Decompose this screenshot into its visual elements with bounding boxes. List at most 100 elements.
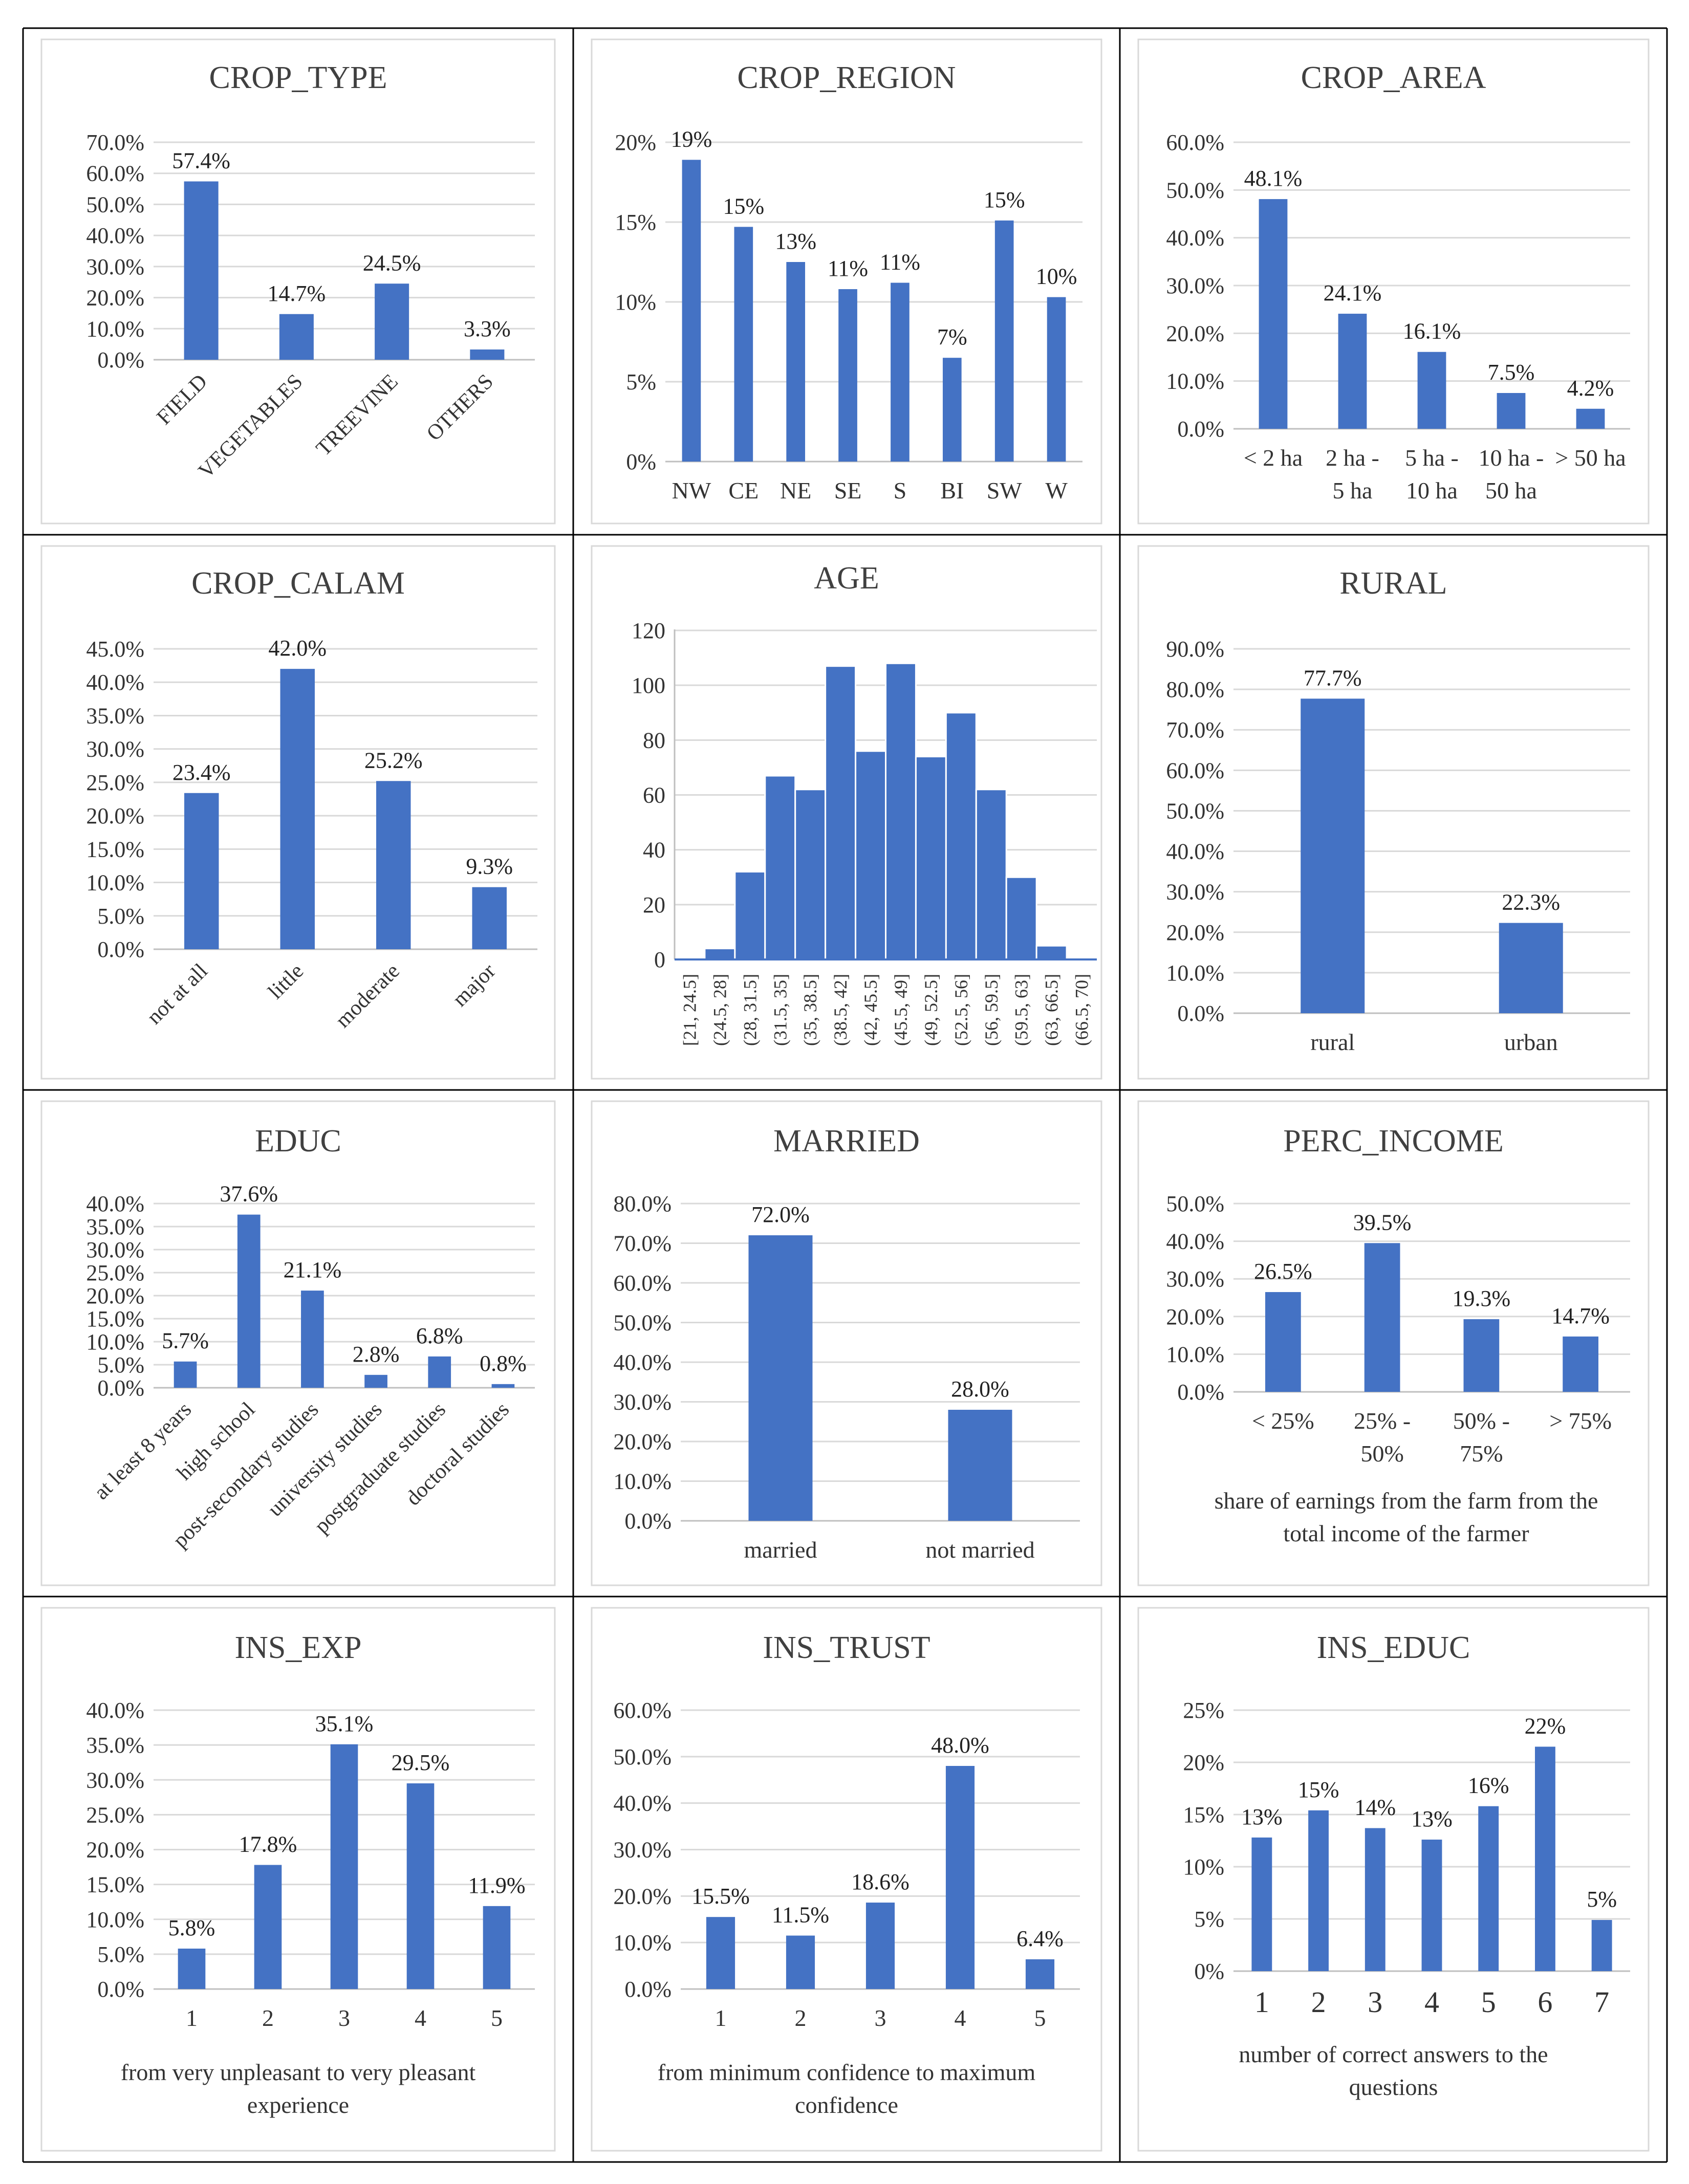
y-tick-label: 20% — [1183, 1750, 1224, 1775]
y-tick-label: 20.0% — [613, 1429, 672, 1454]
bar — [364, 1374, 387, 1388]
x-tick-label: OTHERS — [422, 370, 498, 446]
y-tick-label: 10.0% — [613, 1469, 672, 1494]
data-label: 19% — [671, 126, 712, 151]
x-tick-label: (24.5, 28] — [709, 974, 730, 1046]
x-axis-title-line: total income of the farmer — [1283, 1520, 1529, 1546]
y-tick-label: 30.0% — [1166, 273, 1224, 298]
chart-panel-married: MARRIED 0.0% 10.0% 20.0% 30.0% 40.0% 50.0% 60.0… — [591, 1100, 1102, 1586]
x-axis-title-line: confidence — [795, 2092, 898, 2118]
x-tick-label: at least 8 years — [90, 1398, 196, 1504]
histogram-bar — [1035, 945, 1068, 960]
data-label: 11.5% — [772, 1903, 829, 1928]
chart-title: RURAL — [1339, 566, 1447, 601]
y-tick-label: 30.0% — [86, 254, 144, 279]
y-tick-label: 30.0% — [1166, 880, 1224, 905]
bar — [1499, 923, 1563, 1013]
data-label: 19.3% — [1453, 1286, 1511, 1311]
y-tick-label: 70.0% — [1166, 717, 1224, 742]
chart-title: INS_EXP — [234, 1630, 361, 1665]
bar — [734, 227, 753, 462]
x-tick-line: 5 ha — [1333, 477, 1373, 504]
y-tick-label: 10.0% — [86, 870, 144, 896]
x-tick-label: S — [894, 477, 907, 504]
y-tick-label: 30.0% — [1166, 1266, 1224, 1292]
x-tick-label: married — [744, 1537, 817, 1563]
y-tick-label: 25.0% — [86, 1260, 144, 1285]
y-tick-label: 60.0% — [1166, 130, 1224, 155]
data-label: 7.5% — [1488, 360, 1535, 385]
data-label: 15.5% — [691, 1884, 750, 1909]
chart-panel-crop_calam: CROP_CALAM 0.0% 5.0% 10.0% 15.0% 20.0% 25.0% 30… — [40, 545, 556, 1080]
y-tick-label: 25.0% — [86, 770, 144, 795]
panel-frame — [40, 1607, 556, 2152]
y-tick-label: 40.0% — [613, 1791, 672, 1816]
x-axis-title-line: questions — [1349, 2074, 1438, 2100]
chart-title: INS_EDUC — [1317, 1630, 1470, 1665]
y-tick-label: 20.0% — [86, 1283, 144, 1308]
x-tick-line: 50% - — [1453, 1408, 1510, 1434]
y-tick-label: 20.0% — [86, 286, 144, 311]
x-tick-label: moderate — [331, 959, 404, 1033]
data-label: 6.8% — [416, 1323, 463, 1348]
data-label: 28.0% — [951, 1377, 1009, 1402]
x-tick-label: SW — [987, 477, 1023, 504]
bar — [942, 358, 962, 462]
bar — [1417, 352, 1446, 429]
histogram-bar — [885, 662, 917, 960]
bar — [1338, 314, 1367, 429]
y-tick-label: 60.0% — [86, 161, 144, 186]
histogram-bar — [794, 789, 827, 960]
x-axis-title-line: from very unpleasant to very pleasant — [121, 2059, 476, 2085]
bar — [254, 1865, 282, 1989]
bar — [1365, 1828, 1385, 1971]
panel-frame — [591, 38, 1102, 525]
chart-title: EDUC — [255, 1124, 341, 1159]
y-tick-label: 10.0% — [1166, 369, 1224, 394]
data-label: 11.9% — [468, 1873, 525, 1898]
y-tick-label: 20.0% — [86, 803, 144, 828]
x-tick-label: W — [1045, 477, 1068, 504]
y-tick-label: 15% — [1183, 1802, 1224, 1827]
panel-frame — [40, 545, 556, 1080]
y-tick-label: 80.0% — [1166, 677, 1224, 702]
y-tick-label: 0.0% — [97, 347, 144, 373]
y-tick-label: 50.0% — [613, 1311, 672, 1336]
x-tick-label: little — [264, 959, 308, 1004]
y-tick-label: 40.0% — [1166, 839, 1224, 864]
x-tick-label: 2 — [795, 2005, 807, 2031]
data-label: 3.3% — [464, 316, 511, 341]
y-tick-label: 5% — [626, 369, 656, 395]
bar — [748, 1235, 813, 1521]
y-tick-label: 15.0% — [86, 1306, 144, 1331]
data-label: 10% — [1036, 264, 1077, 289]
y-tick-label: 0.0% — [97, 1977, 144, 2002]
x-tick-label: NE — [780, 477, 811, 504]
chart-title: AGE — [814, 561, 879, 596]
y-tick-label: 10% — [1183, 1854, 1224, 1880]
y-tick-label: 20.0% — [1166, 321, 1224, 346]
y-tick-label: 0.0% — [1177, 1380, 1224, 1405]
x-axis-title: number of correct answers to the question… — [1239, 2041, 1548, 2100]
y-tick-label: 20.0% — [86, 1838, 144, 1863]
bar — [376, 781, 411, 949]
x-tick-label: rural — [1310, 1029, 1355, 1055]
data-label: 24.5% — [363, 250, 421, 275]
x-tick-label: 25% - 50% — [1354, 1408, 1411, 1467]
y-tick-label: 10.0% — [86, 1329, 144, 1355]
chart-panel-perc_income: PERC_INCOME 0.0% 10.0% 20.0% 30.0% 40.0% 50.0%… — [1137, 1100, 1650, 1586]
x-tick-label: (42, 45.5] — [860, 974, 881, 1046]
y-tick-label: 10.0% — [613, 1930, 672, 1955]
bar — [786, 262, 806, 462]
data-label: 39.5% — [1353, 1210, 1412, 1235]
y-tick-label: 90.0% — [1166, 637, 1224, 662]
bar — [406, 1783, 435, 1989]
x-tick-label: 3 — [338, 2005, 350, 2031]
y-tick-label: 50.0% — [613, 1744, 672, 1770]
bar — [1308, 1810, 1329, 1971]
x-tick-label: (63, 66.5] — [1042, 974, 1062, 1046]
panel-frame — [40, 38, 556, 525]
bar — [1463, 1319, 1500, 1392]
data-label: 15% — [1298, 1777, 1339, 1802]
